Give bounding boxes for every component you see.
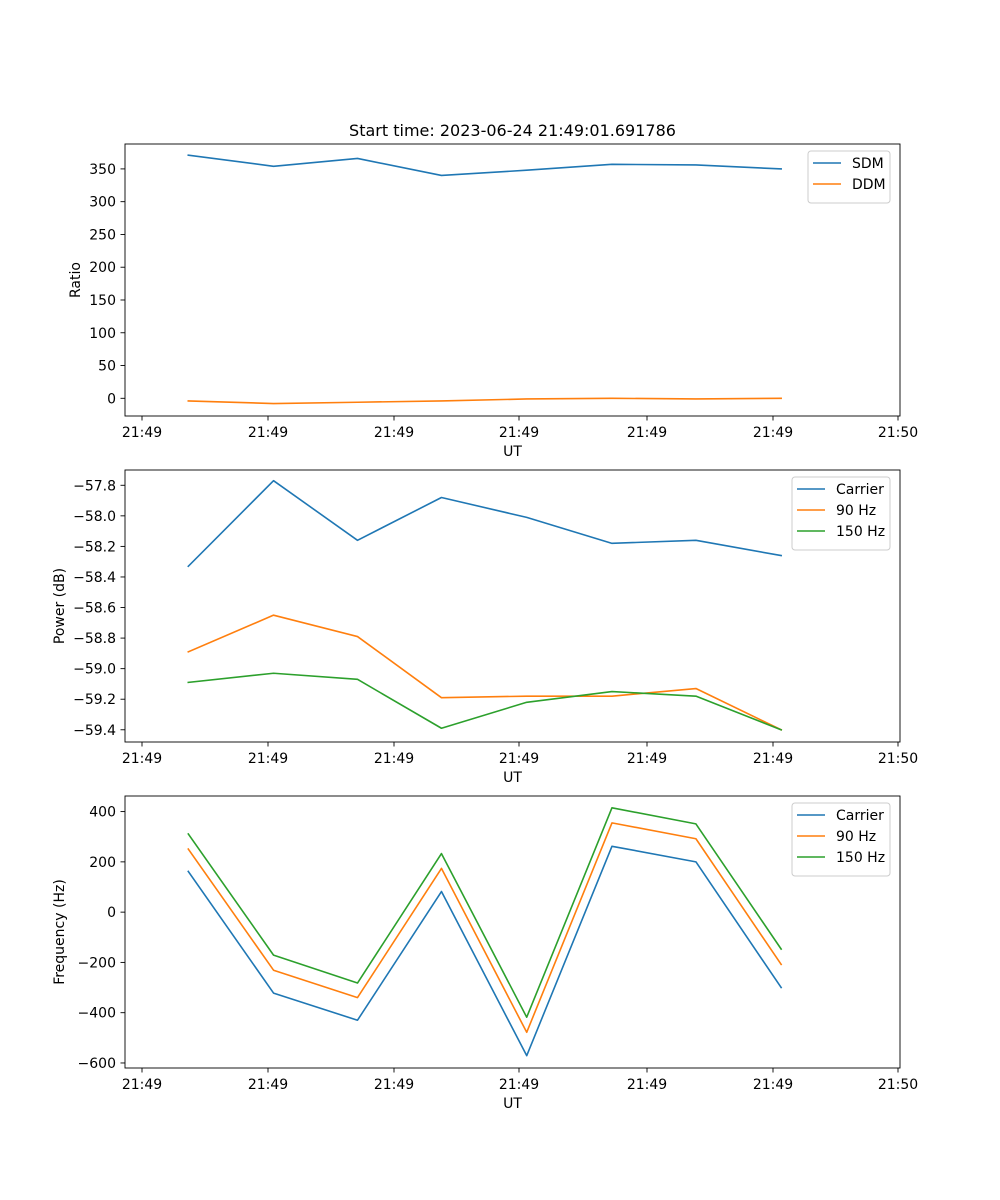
- x-tick-label: 21:49: [627, 425, 667, 441]
- x-tick-label: 21:49: [248, 1077, 288, 1093]
- series-line-150-hz: [187, 672, 783, 731]
- legend: Carrier 90 Hz 150 Hz: [791, 802, 891, 877]
- legend: SDM DDM: [807, 150, 891, 204]
- y-tick-label: 400: [89, 805, 116, 821]
- legend-label: Carrier: [836, 482, 884, 498]
- y-tick-label: −600: [78, 1056, 116, 1072]
- y-axis-label: Frequency (Hz): [52, 879, 68, 985]
- y-tick-label: 200: [89, 260, 116, 276]
- y-tick-label: 0: [107, 391, 116, 407]
- legend-label: 150 Hz: [836, 524, 885, 540]
- x-tick-label: 21:49: [627, 751, 667, 767]
- x-tick-label: 21:49: [248, 751, 288, 767]
- legend-label: 90 Hz: [836, 829, 876, 845]
- legend: Carrier 90 Hz 150 Hz: [791, 476, 891, 551]
- y-tick-label: −58.4: [73, 570, 116, 586]
- x-tick-label: 21:49: [499, 1077, 539, 1093]
- y-tick-label: 150: [89, 293, 116, 309]
- x-tick-label: 21:49: [753, 1077, 793, 1093]
- x-tick-label: 21:49: [248, 425, 288, 441]
- axes-frame: [124, 469, 901, 743]
- series-line-150-hz: [187, 807, 783, 1019]
- x-tick-label: 21:49: [122, 1077, 162, 1093]
- axes-frame: [124, 143, 901, 417]
- x-tick-label: 21:49: [374, 425, 414, 441]
- x-tick-label: 21:49: [627, 1077, 667, 1093]
- y-tick-label: 300: [89, 195, 116, 211]
- y-tick-label: −59.0: [73, 662, 116, 678]
- x-axis-label: UT: [503, 770, 522, 786]
- x-tick-label: 21:50: [878, 425, 918, 441]
- legend-label: DDM: [852, 177, 886, 193]
- chart-panel-2: 21:49 21:49 21:49 21:49 21:49 21:49 21:50 −59.4…: [52, 469, 918, 786]
- y-tick-label: −58.2: [73, 539, 116, 555]
- legend-label: Carrier: [836, 808, 884, 824]
- x-tick-label: 21:49: [122, 751, 162, 767]
- x-axis-label: UT: [503, 444, 522, 460]
- x-tick-label: 21:49: [122, 425, 162, 441]
- x-axis-label: UT: [503, 1096, 522, 1112]
- legend-label: 150 Hz: [836, 850, 885, 866]
- y-axis-label: Ratio: [68, 262, 84, 298]
- y-axis-label: Power (dB): [52, 568, 68, 644]
- y-tick-label: 100: [89, 326, 116, 342]
- x-tick-label: 21:49: [499, 751, 539, 767]
- chart-panel-3: 21:49 21:49 21:49 21:49 21:49 21:49 21:50 −600 −…: [52, 795, 918, 1112]
- series-line-90-hz: [187, 822, 783, 1034]
- series-line-sdm: [187, 154, 783, 177]
- y-tick-label: −59.4: [73, 723, 116, 739]
- x-tick-label: 21:50: [878, 751, 918, 767]
- axes-frame: [124, 795, 901, 1069]
- x-tick-label: 21:49: [374, 751, 414, 767]
- y-tick-label: 0: [107, 905, 116, 921]
- series-line-90-hz: [187, 614, 783, 731]
- y-tick-label: −58.0: [73, 509, 116, 525]
- y-tick-label: 350: [89, 162, 116, 178]
- y-tick-label: −400: [78, 1006, 116, 1022]
- x-tick-label: 21:49: [374, 1077, 414, 1093]
- legend-label: 90 Hz: [836, 503, 876, 519]
- y-tick-label: −200: [78, 955, 116, 971]
- series-line-ddm: [187, 397, 782, 405]
- x-tick-label: 21:50: [878, 1077, 918, 1093]
- legend-box: [807, 150, 891, 204]
- series-line-carrier: [187, 479, 783, 568]
- series-line-carrier: [187, 845, 783, 1057]
- y-tick-label: −58.8: [73, 631, 116, 647]
- y-tick-label: −59.2: [73, 692, 116, 708]
- y-tick-label: −58.6: [73, 601, 116, 617]
- y-tick-label: 250: [89, 227, 116, 243]
- figure-title: Start time: 2023-06-24 21:49:01.691786: [349, 121, 676, 140]
- x-tick-label: 21:49: [753, 425, 793, 441]
- y-tick-label: 50: [98, 359, 116, 375]
- x-tick-label: 21:49: [753, 751, 793, 767]
- y-tick-label: 200: [89, 855, 116, 871]
- y-tick-label: −57.8: [73, 478, 116, 494]
- legend-label: SDM: [852, 156, 884, 172]
- chart-panel-1: 21:49 21:49 21:49 21:49 21:49 21:49 21:50 0 50 10…: [68, 143, 918, 460]
- x-tick-label: 21:49: [499, 425, 539, 441]
